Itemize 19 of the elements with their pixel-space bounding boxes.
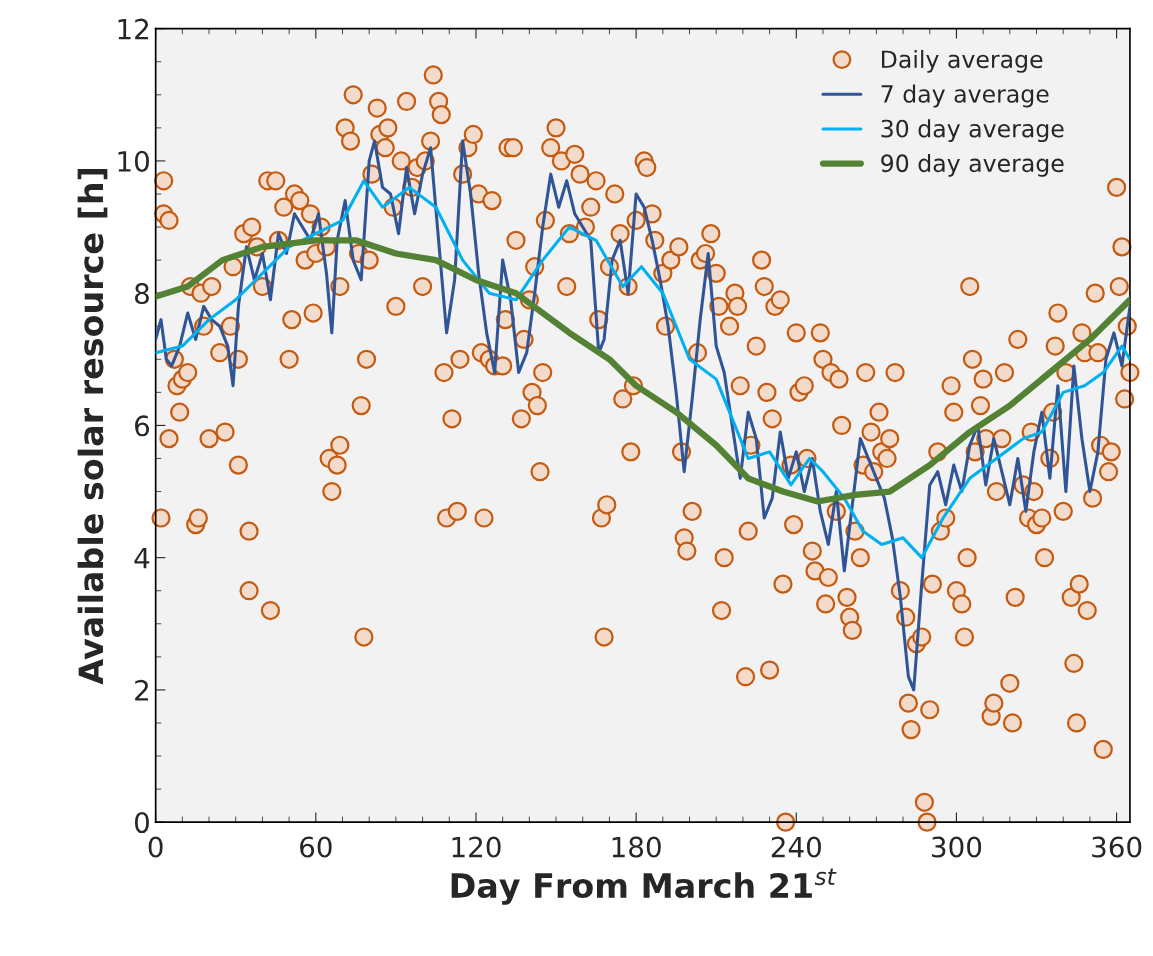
x-tick-label: 240 <box>771 836 821 858</box>
x-tick-label: 180 <box>612 836 661 858</box>
y-tick-label: 6 <box>135 415 150 437</box>
x-tick-label: 60 <box>300 836 332 858</box>
y-tick-label: 10 <box>118 150 149 172</box>
legend-label: Daily average <box>882 49 1043 73</box>
legend-label: 7 day average <box>881 84 1049 108</box>
x-axis-title: Day From March 21$^{st}$ <box>451 868 837 905</box>
y-axis-title: Available solar resource [h] <box>77 169 108 685</box>
y-tick-label: 2 <box>135 679 149 701</box>
x-tick-label: 360 <box>1092 836 1142 858</box>
y-tick-label: 12 <box>118 18 149 40</box>
y-tick-label: 8 <box>135 283 149 305</box>
legend-label: 90 day average <box>881 153 1064 177</box>
y-tick-label: 0 <box>134 812 149 834</box>
x-tick-label: 300 <box>932 836 982 858</box>
legend-label: 30 day average <box>881 119 1064 143</box>
x-tick-label: 120 <box>452 836 501 858</box>
y-tick-label: 4 <box>134 547 150 569</box>
